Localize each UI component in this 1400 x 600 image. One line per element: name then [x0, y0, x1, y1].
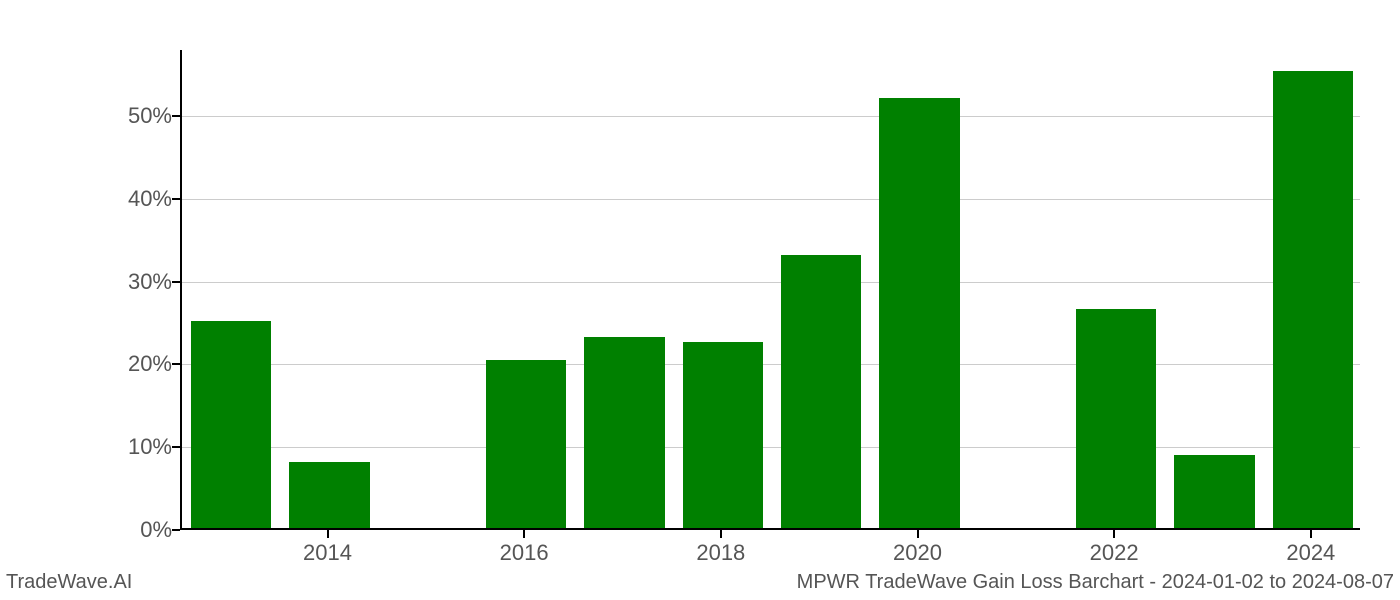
ytick-label: 10% — [112, 434, 172, 460]
xtick-label: 2020 — [893, 540, 942, 566]
gridline — [182, 199, 1360, 200]
footer-left-text: TradeWave.AI — [6, 571, 132, 594]
xtick-label: 2018 — [696, 540, 745, 566]
ytick-label: 20% — [112, 351, 172, 377]
bar — [486, 360, 567, 528]
gain-loss-barchart: 0% 10% 20% 30% 40% 50% 2014 2016 2018 2020 2022 20… — [0, 0, 1400, 600]
ytick-mark — [172, 446, 180, 448]
xtick-mark — [917, 530, 919, 538]
gridline — [182, 116, 1360, 117]
gridline — [182, 364, 1360, 365]
ytick-mark — [172, 529, 180, 531]
xtick-label: 2014 — [303, 540, 352, 566]
plot-area — [180, 50, 1360, 530]
xtick-mark — [523, 530, 525, 538]
xtick-mark — [1113, 530, 1115, 538]
xtick-mark — [720, 530, 722, 538]
ytick-mark — [172, 281, 180, 283]
bar — [1174, 455, 1255, 528]
ytick-label: 0% — [112, 517, 172, 543]
xtick-label: 2022 — [1090, 540, 1139, 566]
xtick-mark — [1310, 530, 1312, 538]
ytick-label: 40% — [112, 186, 172, 212]
bar — [1076, 309, 1157, 528]
ytick-mark — [172, 115, 180, 117]
bar — [781, 255, 862, 528]
ytick-mark — [172, 363, 180, 365]
ytick-label: 50% — [112, 103, 172, 129]
bar — [289, 462, 370, 528]
bar — [1273, 71, 1354, 528]
gridline — [182, 282, 1360, 283]
gridline — [182, 447, 1360, 448]
bar — [191, 321, 272, 528]
xtick-label: 2016 — [500, 540, 549, 566]
xtick-label: 2024 — [1286, 540, 1335, 566]
bar — [683, 342, 764, 528]
bar — [584, 337, 665, 528]
ytick-mark — [172, 198, 180, 200]
ytick-label: 30% — [112, 269, 172, 295]
xtick-mark — [327, 530, 329, 538]
footer-right-text: MPWR TradeWave Gain Loss Barchart - 2024… — [797, 571, 1394, 594]
bar — [879, 98, 960, 528]
